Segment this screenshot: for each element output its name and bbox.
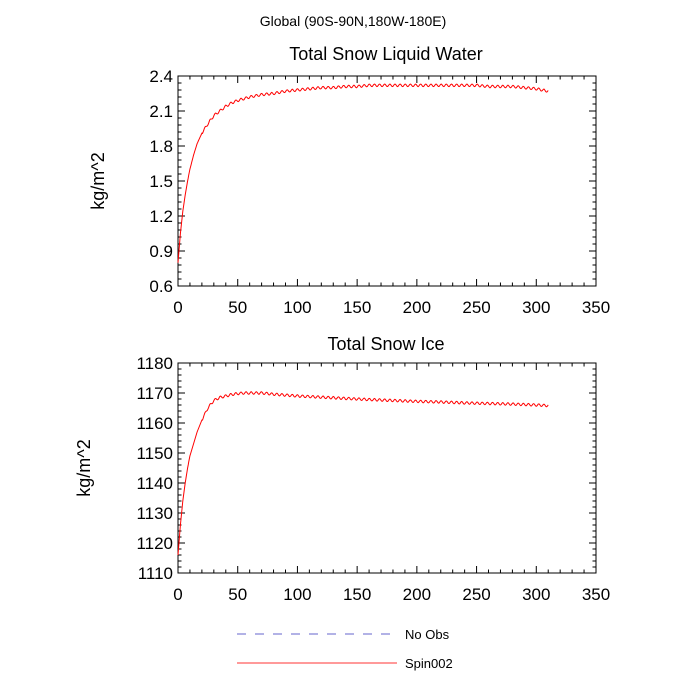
- legend-label-no-obs: No Obs: [405, 627, 450, 642]
- y-tick-label: 1.5: [149, 172, 173, 191]
- x-axis-ticks: 0 50 100 150 200 250 300 350: [173, 76, 610, 317]
- y-tick-label: 1160: [136, 414, 173, 433]
- x-tick-label: 50: [228, 298, 247, 317]
- y-axis-label: kg/m^2: [88, 152, 108, 209]
- y-tick-label: 1180: [136, 354, 173, 373]
- y-tick-label: 1.2: [149, 207, 173, 226]
- chart-panel-snow-liquid-water: Total Snow Liquid Water 0 50 100 150 200 250 3…: [88, 44, 610, 317]
- x-tick-label: 100: [283, 298, 311, 317]
- x-tick-label: 150: [343, 298, 371, 317]
- series-line-spin002: [177, 391, 549, 556]
- x-tick-label: 0: [173, 298, 182, 317]
- legend-label-spin002: Spin002: [405, 656, 453, 671]
- y-tick-label: 1150: [136, 444, 173, 463]
- y-axis-label: kg/m^2: [74, 439, 94, 496]
- x-tick-label: 350: [582, 585, 610, 604]
- x-tick-label: 200: [403, 298, 431, 317]
- y-tick-label: 1.8: [149, 137, 173, 156]
- series-line-spin002: [177, 83, 549, 263]
- plot-frame: [177, 75, 597, 287]
- x-tick-label: 50: [228, 585, 247, 604]
- x-tick-label: 0: [173, 585, 182, 604]
- x-tick-label: 350: [582, 298, 610, 317]
- y-tick-label: 1120: [136, 534, 173, 553]
- x-tick-label: 250: [462, 298, 490, 317]
- x-tick-label: 200: [403, 585, 431, 604]
- x-tick-label: 300: [522, 298, 550, 317]
- y-tick-label: 0.6: [149, 277, 173, 296]
- figure-title: Global (90S-90N,180W-180E): [260, 13, 447, 29]
- y-tick-label: 1130: [136, 504, 173, 523]
- x-tick-label: 100: [283, 585, 311, 604]
- chart-title: Total Snow Liquid Water: [289, 44, 482, 64]
- x-tick-label: 150: [343, 585, 371, 604]
- x-tick-label: 250: [462, 585, 490, 604]
- chart-title: Total Snow Ice: [327, 334, 444, 354]
- y-axis-ticks: 1110 1120 1130 1140 1150 1160 1170 1180: [136, 354, 596, 583]
- chart-panel-snow-ice: Total Snow Ice 0 50 100 150 200 250 300 350 111…: [74, 334, 610, 604]
- y-tick-label: 2.1: [149, 102, 173, 121]
- y-tick-label: 1170: [136, 384, 173, 403]
- y-tick-label: 1110: [138, 564, 173, 583]
- plot-frame: [177, 362, 597, 574]
- y-axis-ticks: 0.6 0.9 1.2 1.5 1.8 2.1 2.4: [149, 67, 596, 296]
- y-tick-label: 1140: [136, 474, 173, 493]
- legend: No Obs Spin002: [237, 627, 453, 671]
- x-tick-label: 300: [522, 585, 550, 604]
- x-axis-ticks: 0 50 100 150 200 250 300 350: [173, 363, 610, 604]
- y-tick-label: 0.9: [149, 242, 173, 261]
- y-tick-label: 2.4: [149, 67, 173, 86]
